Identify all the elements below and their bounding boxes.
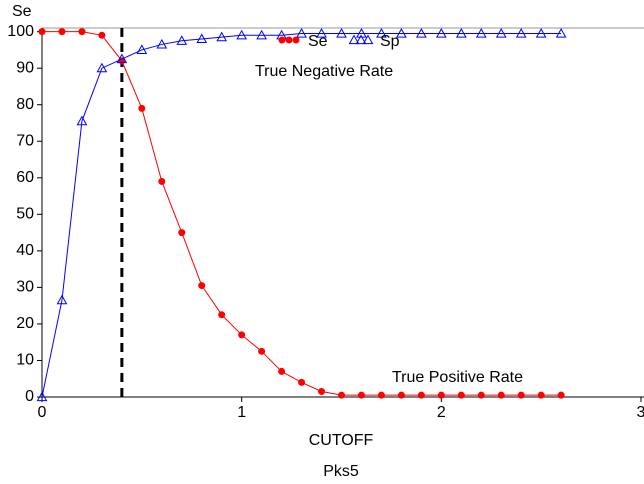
y-axis-label: Se <box>12 3 32 20</box>
data-point <box>477 391 485 399</box>
data-point <box>517 391 525 399</box>
data-point <box>376 27 387 38</box>
data-point <box>198 282 206 290</box>
data-point <box>396 27 407 38</box>
x-tick-label: 1 <box>237 404 246 421</box>
data-point <box>116 53 128 64</box>
data-point <box>136 44 148 55</box>
data-point <box>318 388 326 396</box>
data-point <box>435 27 447 38</box>
data-point <box>36 391 48 402</box>
data-point <box>336 27 347 38</box>
data-point <box>256 29 267 40</box>
annotation: True Positive Rate <box>392 369 523 386</box>
footnote: Pks5 <box>323 463 359 480</box>
y-tick-label: 10 <box>16 352 34 369</box>
data-point <box>557 391 565 399</box>
y-tick-label: 0 <box>25 388 34 405</box>
data-point <box>457 391 465 399</box>
y-tick-label: 20 <box>16 315 34 332</box>
y-tick-label: 30 <box>16 279 34 296</box>
y-tick-label: 90 <box>16 59 34 76</box>
data-point <box>535 27 547 38</box>
data-point <box>98 31 106 39</box>
series-line <box>41 32 562 398</box>
data-point <box>377 391 385 399</box>
data-point <box>236 29 248 40</box>
legend-label: Se <box>308 33 328 50</box>
data-point <box>38 28 46 36</box>
data-point <box>96 62 108 73</box>
legend-marker <box>362 34 374 45</box>
data-point <box>416 27 427 38</box>
data-point <box>357 391 365 399</box>
data-point <box>56 294 68 305</box>
data-point <box>196 33 208 44</box>
data-point <box>238 331 246 339</box>
x-axis-label: CUTOFF <box>309 432 374 449</box>
data-point <box>437 391 445 399</box>
data-point <box>138 104 146 112</box>
annotation: True Negative Rate <box>255 63 393 80</box>
data-point <box>218 311 226 319</box>
legend-marker <box>348 34 360 45</box>
data-point <box>537 391 545 399</box>
y-tick-label: 50 <box>16 206 34 223</box>
legend-marker <box>278 36 286 44</box>
data-point <box>497 391 505 399</box>
data-point <box>338 391 345 399</box>
data-point <box>278 367 286 375</box>
legend-label: Sp <box>380 33 400 50</box>
data-point <box>58 28 66 36</box>
data-point <box>298 378 306 386</box>
data-point <box>176 35 188 45</box>
data-point <box>397 391 405 399</box>
data-point <box>417 391 425 399</box>
series-line <box>42 31 562 396</box>
data-point <box>515 27 527 38</box>
data-point <box>455 27 467 38</box>
data-point <box>216 31 228 42</box>
data-point <box>156 38 168 49</box>
legend-marker <box>292 36 300 44</box>
data-point <box>495 27 507 38</box>
data-point <box>178 229 186 237</box>
x-tick-label: 0 <box>38 404 47 421</box>
data-point <box>296 27 307 38</box>
y-tick-label: 80 <box>16 96 34 113</box>
data-point <box>258 347 266 355</box>
legend-marker <box>355 34 367 45</box>
data-point <box>158 177 166 185</box>
legend-marker <box>285 36 293 44</box>
y-tick-label: 60 <box>16 169 34 186</box>
data-point <box>316 27 327 38</box>
x-tick-label: 3 <box>637 404 644 421</box>
y-tick-label: 100 <box>7 23 34 40</box>
data-point <box>78 28 86 36</box>
data-point <box>76 115 88 126</box>
x-tick-label: 2 <box>437 404 446 421</box>
y-tick-label: 70 <box>16 132 34 149</box>
y-tick-label: 40 <box>16 242 34 259</box>
data-point <box>555 27 567 38</box>
data-point <box>475 27 487 38</box>
